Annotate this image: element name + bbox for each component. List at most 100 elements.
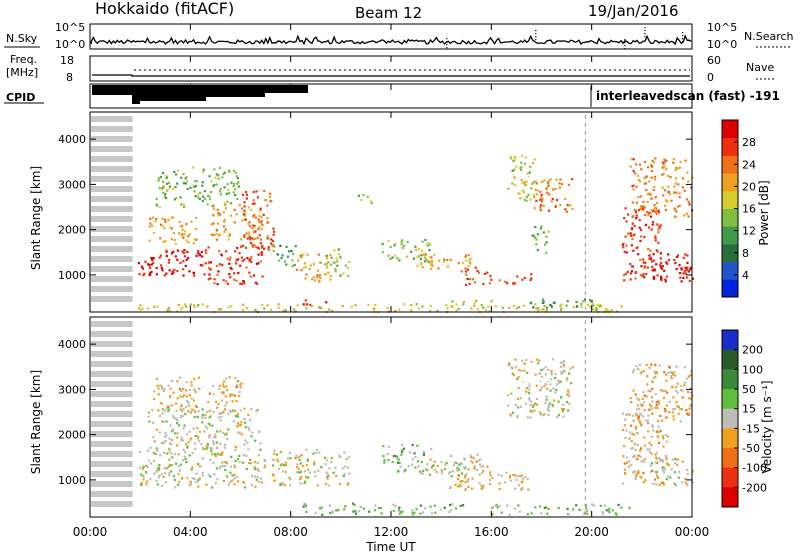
data-cell	[471, 278, 475, 281]
data-cell	[640, 168, 643, 171]
data-cell	[650, 452, 653, 455]
data-cell	[243, 258, 246, 261]
data-cell	[159, 384, 162, 387]
data-cell	[180, 405, 183, 408]
data-cell	[249, 275, 252, 278]
data-cell	[651, 424, 654, 427]
data-cell	[687, 375, 691, 378]
data-cell	[623, 279, 626, 282]
data-cell	[391, 256, 394, 259]
colorbar-segment	[722, 408, 738, 429]
data-cell	[341, 305, 344, 308]
data-cell	[154, 452, 157, 456]
data-cell	[634, 271, 637, 274]
data-cell	[297, 468, 300, 471]
data-cell	[250, 435, 253, 438]
data-cell	[283, 464, 286, 467]
data-cell	[187, 404, 190, 407]
data-cell	[561, 409, 565, 413]
data-cell	[636, 443, 639, 446]
data-cell	[662, 173, 665, 176]
data-cell	[233, 221, 236, 224]
data-cell	[170, 252, 173, 255]
data-cell	[524, 402, 528, 405]
data-cell	[208, 273, 211, 276]
data-cell	[257, 469, 260, 472]
data-cell	[680, 268, 683, 271]
data-cell	[261, 244, 264, 248]
data-cell	[234, 460, 237, 463]
data-cell	[664, 204, 667, 207]
data-cell	[354, 304, 357, 307]
data-cell	[167, 261, 170, 264]
data-cell	[158, 206, 161, 209]
data-cell	[445, 462, 448, 465]
data-cell	[316, 484, 319, 487]
data-cell	[674, 374, 677, 377]
data-cell	[225, 280, 228, 283]
data-cell	[530, 360, 533, 363]
data-cell	[547, 406, 550, 409]
data-cell	[675, 267, 678, 270]
data-cell	[402, 447, 406, 450]
data-cell	[304, 480, 307, 483]
data-cell	[666, 463, 669, 466]
data-cell	[325, 301, 328, 304]
data-cell	[520, 474, 523, 477]
data-cell	[552, 358, 555, 361]
data-cell	[631, 432, 634, 435]
data-cell	[552, 188, 555, 191]
data-cell	[219, 430, 222, 433]
data-cell	[542, 308, 545, 311]
data-cell	[208, 434, 211, 437]
data-cell	[389, 257, 392, 260]
data-cell	[669, 476, 672, 479]
data-cell	[194, 390, 197, 393]
data-cell	[462, 301, 465, 304]
data-cell	[181, 409, 184, 412]
data-cell	[245, 307, 248, 310]
data-cell	[467, 478, 470, 481]
data-cell	[534, 226, 537, 229]
data-cell	[167, 219, 170, 222]
data-cell	[197, 479, 200, 482]
data-cell	[367, 304, 370, 307]
data-cell	[636, 404, 640, 407]
nsearch-point	[681, 32, 684, 34]
data-cell	[555, 178, 558, 181]
data-cell	[650, 228, 653, 231]
data-cell	[187, 440, 190, 444]
data-cell	[538, 359, 541, 362]
data-cell	[678, 264, 681, 267]
data-cell	[681, 481, 684, 484]
data-cell	[617, 503, 620, 506]
data-cell	[289, 457, 292, 460]
data-cell	[237, 185, 240, 188]
data-cell	[424, 507, 427, 510]
data-cell	[680, 389, 683, 392]
data-cell	[486, 465, 489, 468]
data-cell	[515, 165, 518, 168]
data-cell	[686, 412, 689, 415]
data-cell	[487, 305, 490, 308]
data-cell	[654, 175, 657, 178]
data-cell	[222, 279, 225, 282]
data-cell	[305, 448, 308, 451]
data-cell	[635, 364, 638, 367]
data-cell	[236, 182, 239, 185]
data-cell	[648, 450, 652, 453]
data-cell	[244, 218, 247, 221]
data-cell	[192, 166, 195, 169]
data-cell	[318, 507, 322, 510]
data-cell	[564, 208, 567, 211]
data-cell	[175, 196, 178, 199]
data-cell	[459, 462, 462, 465]
data-cell	[416, 444, 419, 447]
data-cell	[159, 223, 163, 226]
data-cell	[530, 400, 533, 403]
data-cell	[520, 488, 523, 491]
data-cell	[243, 209, 246, 212]
data-cell	[157, 179, 160, 182]
data-cell	[561, 361, 564, 364]
data-cell	[168, 442, 171, 445]
